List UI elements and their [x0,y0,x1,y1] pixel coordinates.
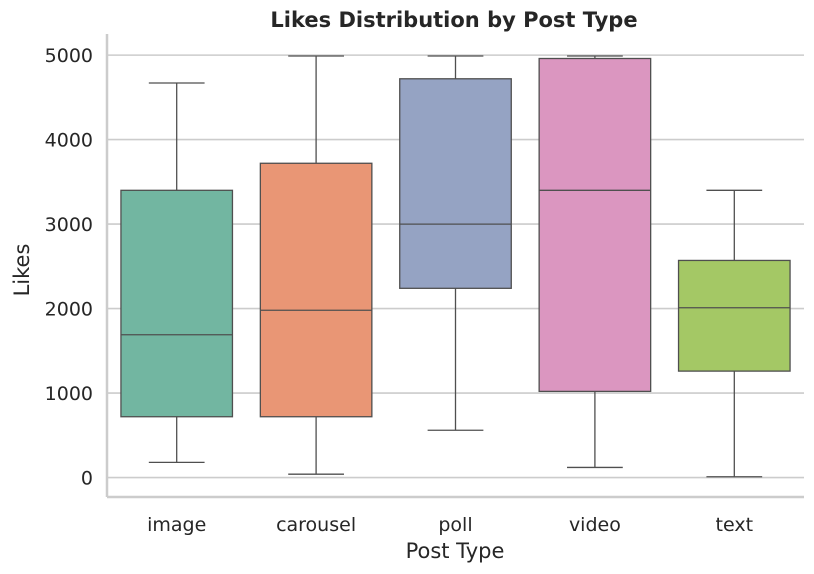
box-poll [399,55,512,431]
box-text [677,189,791,478]
y-tick-labels: 0 1000 2000 3000 4000 5000 [45,45,93,489]
box-image [120,82,234,464]
y-tick-label: 1000 [45,383,93,405]
iqr-box [259,162,373,418]
x-tick-labels: image carousel poll video text [147,514,753,536]
y-tick-label: 5000 [45,45,93,67]
iqr-box [120,189,234,418]
x-tick-label: video [569,514,621,536]
iqr-box [538,57,652,393]
y-tick-label: 4000 [45,130,93,152]
box-series [120,55,791,478]
box-video [538,55,652,469]
iqr-box [399,78,512,289]
box-carousel [259,55,373,475]
x-tick-label: carousel [276,514,356,536]
y-tick-label: 3000 [45,214,93,236]
y-axis-label: Likes [10,244,34,297]
x-tick-label: image [147,514,206,536]
y-tick-label: 2000 [45,299,93,321]
chart-title: Likes Distribution by Post Type [270,8,637,32]
iqr-box [677,259,791,372]
x-tick-label: text [716,514,754,536]
y-tick-label: 0 [81,468,93,490]
x-axis-label: Post Type [406,539,505,563]
x-tick-label: poll [438,514,472,536]
